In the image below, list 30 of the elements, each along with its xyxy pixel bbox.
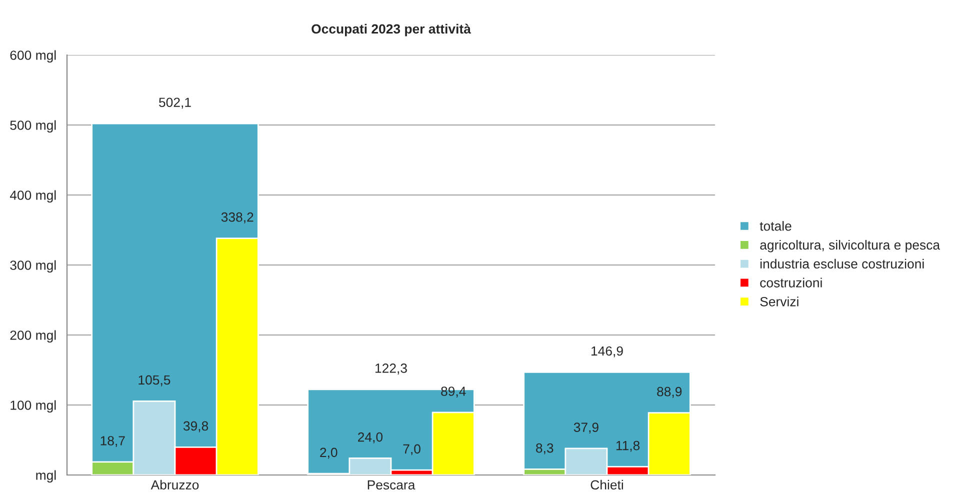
data-label: 502,1 — [159, 98, 191, 109]
data-label: 24,0 — [358, 432, 383, 444]
data-label: 37,9 — [574, 422, 598, 434]
chart-title: Occupati 2023 per attività — [312, 24, 471, 36]
legend-label: totale — [760, 221, 792, 231]
y-tick-label: 200 mgl — [10, 330, 56, 343]
data-label: 39,8 — [183, 421, 208, 432]
legend-label: costruzioni — [760, 278, 822, 288]
data-label: 18,7 — [100, 436, 125, 447]
x-tick-label: Abruzzo — [150, 480, 199, 490]
x-tick-label: Chieti — [590, 480, 623, 490]
data-label: 105,5 — [138, 375, 170, 386]
data-label: 11,8 — [616, 440, 640, 452]
y-tick-label: 600 mgl — [10, 50, 56, 63]
data-label: 7,0 — [403, 444, 420, 456]
data-label: 2,0 — [320, 448, 338, 459]
data-label: 88,9 — [657, 386, 682, 398]
y-tick-label: 500 mgl — [10, 120, 56, 133]
legend-label: agricoltura, silvicoltura e pesca — [760, 240, 940, 252]
y-tick-label: 300 mgl — [10, 260, 56, 273]
data-label: 8,3 — [536, 443, 554, 454]
data-label: 338,2 — [221, 212, 254, 224]
y-tick-label: 400 mgl — [10, 190, 56, 203]
data-label: 122,3 — [376, 364, 407, 374]
legend-label: industria escluse costruzioni — [760, 258, 924, 269]
legend-label: Servizi — [760, 296, 798, 306]
y-tick-label: mgl — [36, 470, 56, 483]
y-tick-label: 100 mgl — [10, 400, 56, 413]
x-tick-label: Pescara — [368, 480, 416, 490]
data-label: 146,9 — [592, 346, 623, 358]
